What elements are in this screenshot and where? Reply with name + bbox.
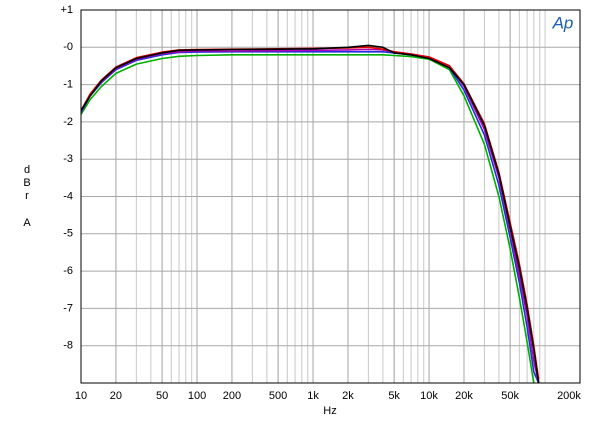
x-tick-label: 200 bbox=[223, 390, 241, 402]
x-tick-label: 5k bbox=[388, 390, 400, 402]
x-tick-label: 10 bbox=[75, 390, 87, 402]
series-line bbox=[81, 44, 540, 383]
y-tick-label: -4 bbox=[63, 190, 73, 202]
y-axis-label-char: d bbox=[24, 164, 30, 176]
y-tick-label: -0 bbox=[63, 41, 73, 53]
y-tick-label: -1 bbox=[63, 79, 73, 91]
grid bbox=[80, 9, 581, 383]
y-tick-label: -8 bbox=[63, 340, 73, 352]
x-tick-label: 100 bbox=[188, 390, 206, 402]
plot-frame bbox=[80, 9, 581, 384]
logo: Ap bbox=[552, 13, 574, 32]
x-tick-label: 500 bbox=[269, 390, 287, 402]
y-tick-label: -2 bbox=[63, 116, 73, 128]
y-axis-label-char: B bbox=[23, 177, 30, 189]
x-tick-label: 200k bbox=[557, 390, 581, 402]
y-tick-label: -3 bbox=[63, 153, 73, 165]
x-axis-label: Hz bbox=[323, 405, 336, 417]
x-tick-label: 50k bbox=[501, 390, 519, 402]
series-line bbox=[81, 51, 540, 383]
y-tick-label: -6 bbox=[63, 265, 73, 277]
y-tick-label: -7 bbox=[63, 302, 73, 314]
x-tick-label: 50 bbox=[156, 390, 168, 402]
curves bbox=[81, 44, 540, 383]
x-tick-label: 20 bbox=[110, 390, 122, 402]
x-tick-label: 20k bbox=[455, 390, 473, 402]
x-tick-label: 10k bbox=[420, 390, 438, 402]
y-axis-label-char: A bbox=[23, 217, 31, 229]
y-tick-label: +1 bbox=[60, 4, 73, 16]
series-line bbox=[81, 54, 535, 383]
y-axis-label-char: r bbox=[25, 190, 29, 202]
y-axis-label: dBr A bbox=[23, 164, 31, 229]
x-tick-label: 1k bbox=[307, 390, 319, 402]
x-tick-label: 2k bbox=[342, 390, 354, 402]
y-tick-label: -5 bbox=[63, 228, 73, 240]
